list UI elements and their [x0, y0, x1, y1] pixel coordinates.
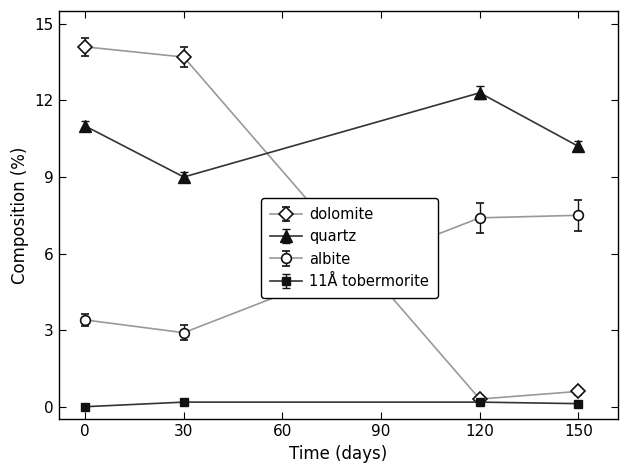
Y-axis label: Composition (%): Composition (%) — [11, 146, 29, 284]
X-axis label: Time (days): Time (days) — [289, 445, 387, 463]
Legend: dolomite, quartz, albite, 11Å tobermorite: dolomite, quartz, albite, 11Å tobermorit… — [261, 198, 438, 298]
